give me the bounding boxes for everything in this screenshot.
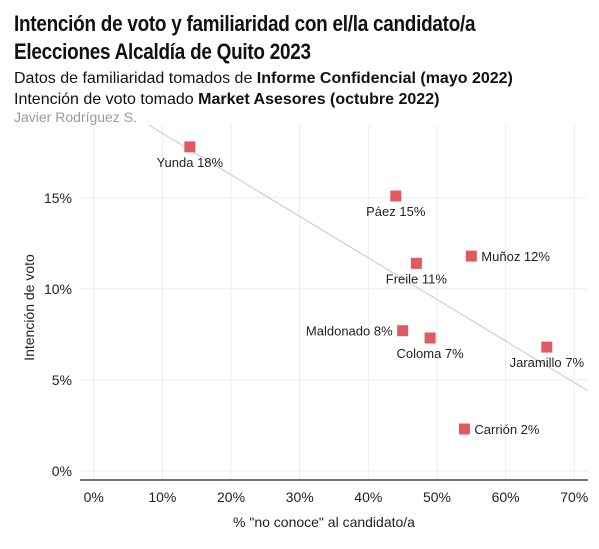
data-point-marker <box>465 250 477 262</box>
data-point-marker <box>424 332 436 344</box>
y-tick-label: 0% <box>52 463 72 479</box>
author-credit: Javier Rodríguez S. <box>14 109 137 125</box>
x-tick-label: 70% <box>560 489 588 505</box>
x-axis-label: % "no conoce" al candidato/a <box>233 514 415 530</box>
x-tick-label: 10% <box>148 489 176 505</box>
data-point-label: Carrión 2% <box>474 422 539 437</box>
subtitle2-bold: Market Asesores (octubre 2022) <box>198 91 440 108</box>
axis-layer: % "no conoce" al candidato/a Intención d… <box>21 190 588 530</box>
x-tick-label: 60% <box>492 489 520 505</box>
x-tick-label: 40% <box>354 489 382 505</box>
x-tick-label: 20% <box>217 489 245 505</box>
data-point-marker <box>397 325 409 337</box>
data-point-marker <box>410 257 422 269</box>
subtitle-familiarity-source: Datos de familiaridad tomados de Informe… <box>14 69 513 89</box>
y-tick-label: 10% <box>44 281 72 297</box>
y-tick-label: 5% <box>52 372 72 388</box>
data-point-label: Páez 15% <box>366 204 426 219</box>
subtitle-vote-source: Intención de voto tomado Market Asesores… <box>14 90 439 110</box>
data-point-marker <box>184 141 196 153</box>
data-point-marker <box>390 190 402 202</box>
y-tick-label: 15% <box>44 190 72 206</box>
data-point-label: Muñoz 12% <box>481 249 550 264</box>
x-tick-label: 0% <box>84 489 104 505</box>
subtitle1-bold: Informe Confidencial (mayo 2022) <box>256 70 513 87</box>
trend-layer <box>148 124 589 392</box>
data-point-label: Maldonado 8% <box>306 324 393 339</box>
data-point-label: Freile 11% <box>386 271 448 286</box>
trend-line <box>148 124 589 392</box>
x-tick-label: 50% <box>423 489 451 505</box>
grid-layer <box>80 125 588 480</box>
chart-title: Intención de voto y familiaridad con el/… <box>14 11 476 64</box>
data-point-marker <box>458 423 470 435</box>
points-layer: Yunda 18% Páez 15% Muñoz 12% Freile 11% Mald… <box>157 141 585 437</box>
data-point-marker <box>541 341 553 353</box>
data-point-label: Coloma 7% <box>397 346 465 361</box>
subtitle1-prefix: Datos de familiaridad tomados de <box>14 70 257 87</box>
data-point-label: Yunda 18% <box>157 155 224 170</box>
x-tick-label: 30% <box>286 489 314 505</box>
subtitle2-prefix: Intención de voto tomado <box>14 91 199 108</box>
data-point-label: Jaramillo 7% <box>510 355 585 370</box>
y-axis-label: Intención de voto <box>21 254 37 361</box>
